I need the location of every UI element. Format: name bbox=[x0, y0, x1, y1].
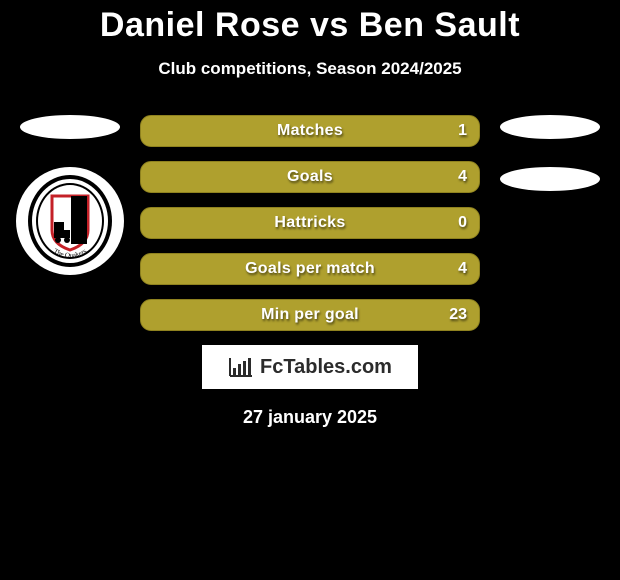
stat-rows: Matches 1 Goals 4 Hattricks 0 Goals per … bbox=[140, 115, 480, 331]
comparison-card: Daniel Rose vs Ben Sault Club competitio… bbox=[0, 0, 620, 428]
brand-label: FcTables.com bbox=[260, 356, 392, 379]
left-player-crest: The Quakers bbox=[16, 167, 124, 275]
stat-value: 0 bbox=[458, 214, 467, 232]
stats-area: The Quakers Matches 1 Goals 4 Hattricks … bbox=[0, 115, 620, 331]
stat-label: Matches bbox=[277, 122, 343, 140]
stat-label: Goals per match bbox=[245, 260, 375, 278]
stat-value: 4 bbox=[458, 260, 467, 278]
stat-row-goals: Goals 4 bbox=[140, 161, 480, 193]
stat-value: 1 bbox=[458, 122, 467, 140]
stat-row-min-per-goal: Min per goal 23 bbox=[140, 299, 480, 331]
bar-chart-icon bbox=[228, 356, 254, 378]
right-player-crest-placeholder bbox=[500, 167, 600, 191]
stat-row-goals-per-match: Goals per match 4 bbox=[140, 253, 480, 285]
stat-value: 4 bbox=[458, 168, 467, 186]
date-label: 27 january 2025 bbox=[0, 407, 620, 428]
left-player-column: The Quakers bbox=[10, 115, 130, 275]
stat-value: 23 bbox=[449, 306, 467, 324]
subtitle: Club competitions, Season 2024/2025 bbox=[0, 59, 620, 79]
brand-box[interactable]: FcTables.com bbox=[202, 345, 418, 389]
stat-row-hattricks: Hattricks 0 bbox=[140, 207, 480, 239]
page-title: Daniel Rose vs Ben Sault bbox=[0, 0, 620, 45]
stat-label: Goals bbox=[287, 168, 333, 186]
right-player-column bbox=[490, 115, 610, 191]
stat-row-matches: Matches 1 bbox=[140, 115, 480, 147]
quakers-crest-icon: The Quakers bbox=[27, 174, 113, 268]
stat-label: Hattricks bbox=[274, 214, 345, 232]
left-player-name-placeholder bbox=[20, 115, 120, 139]
right-player-name-placeholder bbox=[500, 115, 600, 139]
stat-label: Min per goal bbox=[261, 306, 359, 324]
